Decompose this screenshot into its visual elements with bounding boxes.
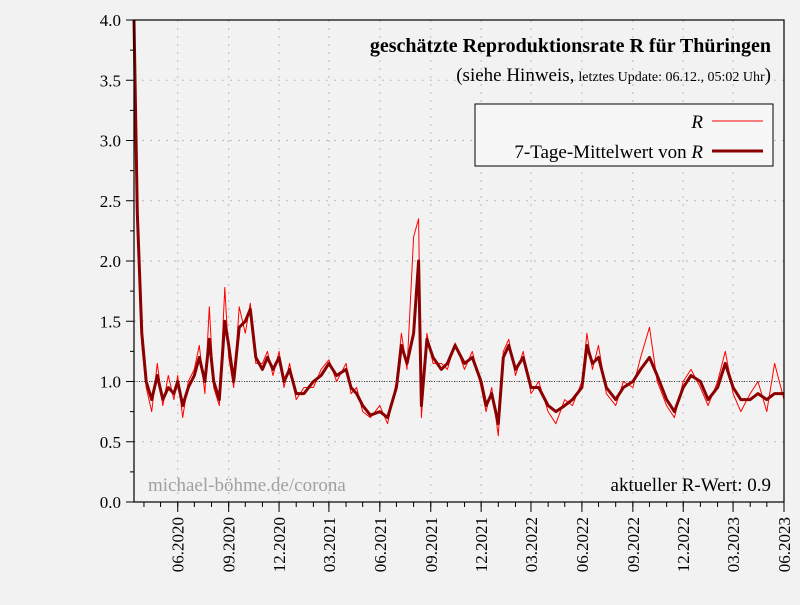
grid <box>134 20 784 502</box>
series-7day-mean-line <box>132 19 784 426</box>
legend-label-mean: 7-Tage-Mittelwert von R <box>514 142 703 163</box>
x-tick-label: 09.2020 <box>220 517 239 572</box>
y-tick-label: 1.5 <box>100 312 121 331</box>
x-tick-label: 03.2022 <box>522 517 541 572</box>
plot-area <box>134 20 784 502</box>
x-tick-label: 06.2021 <box>371 517 390 572</box>
watermark: michael-böhme.de/corona <box>148 475 346 496</box>
series-group <box>132 19 785 437</box>
axes: 0.0 0.5 1.0 1.5 2.0 2.5 3.0 3.5 4.0 06.2020 09.202… <box>100 11 794 572</box>
legend-box <box>474 103 774 167</box>
x-tick-label: 06.2020 <box>169 517 188 572</box>
x-tick-label: 09.2021 <box>422 517 441 572</box>
x-tick-label: 09.2022 <box>624 517 643 572</box>
x-tick-label: 06.2022 <box>573 517 592 572</box>
y-tick-label: 4.0 <box>100 11 121 30</box>
current-r-value: aktueller R-Wert: 0.9 <box>611 475 771 496</box>
series-r-line <box>133 19 785 437</box>
x-tick-label: 12.2022 <box>674 517 693 572</box>
x-tick-label: 12.2020 <box>270 517 289 572</box>
y-tick-label: 3.5 <box>100 71 121 90</box>
x-tick-label: 12.2021 <box>472 517 491 572</box>
y-tick-label: 0.0 <box>100 493 121 512</box>
chart-title: geschätzte Reproduktionsrate R für Thüri… <box>370 35 771 57</box>
x-tick-label: 03.2023 <box>724 517 743 572</box>
y-tick-label: 3.0 <box>100 132 121 151</box>
y-tick-label: 1.0 <box>100 373 121 392</box>
legend-label-r: R <box>690 112 703 133</box>
x-tick-label: 03.2021 <box>320 517 339 572</box>
x-tick-label: 06.2023 <box>775 517 794 572</box>
chart-subtitle: (siehe Hinweis, letztes Update: 06.12., … <box>456 65 771 86</box>
y-tick-label: 0.5 <box>100 433 121 452</box>
y-tick-label: 2.5 <box>100 192 121 211</box>
legend: R 7-Tage-Mittelwert von R <box>474 103 774 167</box>
y-tick-label: 2.0 <box>100 252 121 271</box>
